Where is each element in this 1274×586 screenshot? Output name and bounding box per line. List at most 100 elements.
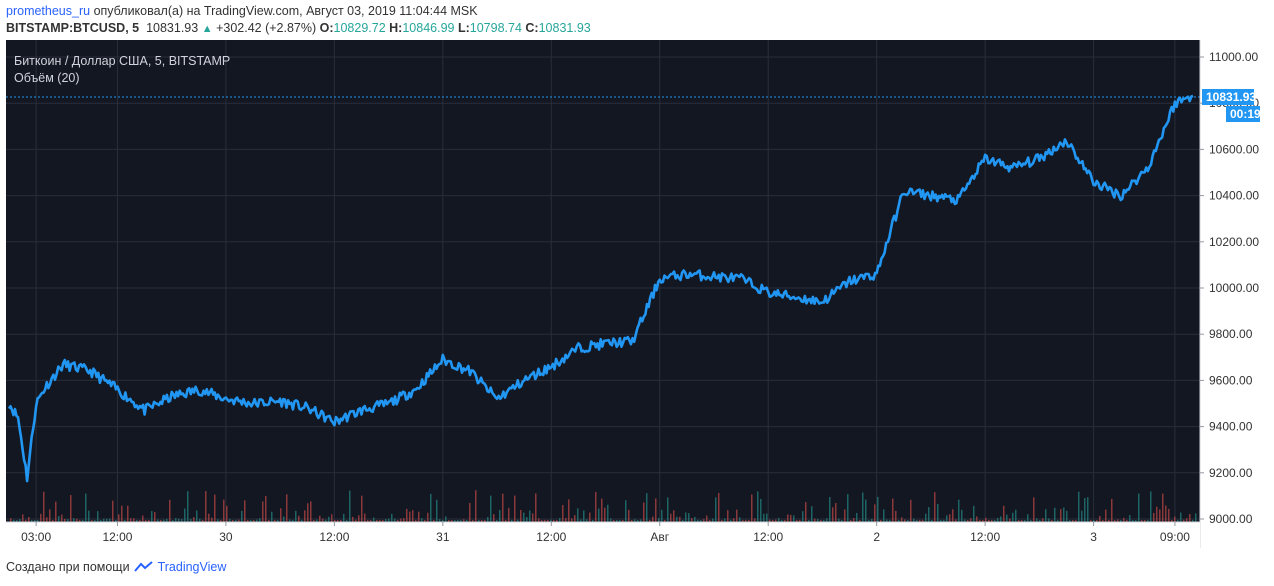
volume-bar <box>322 518 324 522</box>
volume-bar <box>613 519 615 522</box>
volume-bar <box>1114 519 1116 522</box>
volume-bar <box>700 519 702 522</box>
close-value: 10831.93 <box>538 21 591 35</box>
volume-bar <box>850 519 852 522</box>
volume-bar <box>454 520 456 522</box>
volume-bar <box>817 519 819 522</box>
volume-bar <box>337 520 339 522</box>
volume-bar <box>985 517 987 522</box>
volume-bar <box>490 495 492 522</box>
volume-bar <box>925 513 927 522</box>
y-tick-label: 10400.00 <box>1209 189 1259 203</box>
volume-bar <box>1078 491 1080 522</box>
volume-bar <box>1183 519 1185 522</box>
volume-bar <box>781 520 783 522</box>
volume-bar <box>1165 505 1167 522</box>
volume-bar <box>46 517 48 522</box>
volume-bar <box>814 518 816 522</box>
volume-bar <box>988 519 990 522</box>
volume-bar <box>508 507 510 522</box>
volume-bar <box>385 519 387 522</box>
volume-bar <box>556 519 558 522</box>
volume-bar <box>688 513 690 522</box>
volume-bar <box>931 519 933 522</box>
author-link[interactable]: prometheus_ru <box>6 4 91 18</box>
volume-bar <box>697 519 699 522</box>
x-axis-ticks: 03:00 12:00 30 12:00 31 12:00 Авг 12:00 2 12:00 3 0… <box>21 522 1190 544</box>
volume-bar <box>238 519 240 522</box>
volume-bar <box>313 519 315 522</box>
volume-bar <box>577 508 579 522</box>
volume-bar <box>334 520 336 522</box>
published-text: опубликовал(а) на TradingView.com, Авгус… <box>93 4 478 18</box>
volume-bar <box>235 519 237 522</box>
volume-bar <box>1063 507 1065 522</box>
volume-bar <box>655 498 657 522</box>
low-label: L: <box>457 21 470 35</box>
y-tick-label: 9200.00 <box>1209 466 1253 480</box>
volume-bar <box>859 519 861 522</box>
volume-bar <box>1120 519 1122 522</box>
volume-bar <box>445 516 447 522</box>
volume-bar <box>412 510 414 522</box>
volume-bar <box>352 516 354 522</box>
volume-bar <box>1048 518 1050 522</box>
volume-bar <box>1084 497 1086 522</box>
volume-bar <box>1093 519 1095 522</box>
volume-bar <box>427 512 429 522</box>
volume-bar <box>949 514 951 522</box>
volume-bar <box>1015 509 1017 522</box>
x-tick-label: 12:00 <box>102 530 132 544</box>
volume-bar <box>244 500 246 522</box>
volume-bar <box>1126 519 1128 522</box>
volume-bar <box>862 492 864 522</box>
volume-bar <box>418 511 420 522</box>
volume-bar <box>1006 514 1008 522</box>
volume-bar <box>877 496 879 522</box>
volume-bar <box>1075 519 1077 522</box>
volume-bar <box>802 511 804 522</box>
volume-bar <box>1132 519 1134 522</box>
volume-bar <box>634 519 636 522</box>
volume-bar <box>895 510 897 522</box>
volume-bar <box>601 498 603 522</box>
volume-bar <box>397 519 399 522</box>
tradingview-link[interactable]: TradingView <box>157 560 227 574</box>
volume-bar <box>583 510 585 522</box>
volume-bar <box>550 519 552 522</box>
x-tick-label: 31 <box>436 530 450 544</box>
volume-bar <box>13 519 15 522</box>
volume-bar <box>481 519 483 522</box>
volume-bar <box>994 519 996 522</box>
volume-bar <box>718 492 720 522</box>
volume-bar <box>67 519 69 522</box>
volume-bar <box>1117 519 1119 522</box>
volume-bar <box>883 509 885 522</box>
volume-bar <box>706 515 708 522</box>
volume-bar <box>277 519 279 522</box>
volume-bar <box>1054 507 1056 522</box>
volume-bar <box>670 513 672 522</box>
volume-bar <box>565 518 567 522</box>
volume-bar <box>1021 519 1023 522</box>
volume-bar <box>1135 519 1137 522</box>
volume-bar <box>394 518 396 522</box>
x-tick-label: 09:00 <box>1160 530 1190 544</box>
volume-bar <box>76 518 78 522</box>
volume-bar <box>355 519 357 522</box>
volume-bar <box>520 509 522 522</box>
volume-bar <box>91 520 93 522</box>
volume-bar <box>1069 520 1071 522</box>
volume-bar <box>31 519 33 522</box>
volume-bar <box>433 519 435 522</box>
volume-bar <box>766 513 768 522</box>
volume-bar <box>373 517 375 522</box>
volume-bar <box>610 518 612 522</box>
volume-bar <box>856 512 858 522</box>
volume-bar <box>367 519 369 522</box>
countdown-tag-text: 00:19 <box>1230 107 1261 121</box>
volume-bar <box>103 518 105 522</box>
volume-bar <box>790 514 792 522</box>
volume-bar <box>1195 513 1197 522</box>
